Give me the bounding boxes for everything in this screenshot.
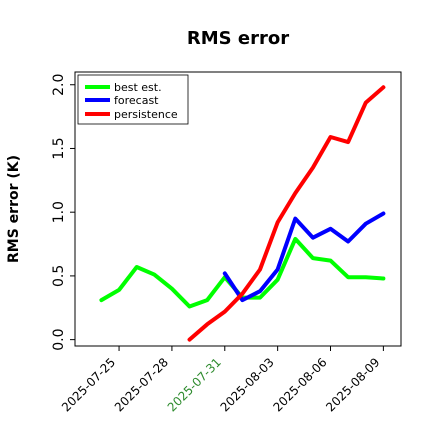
x-tick-label: 2025-07-25 — [59, 355, 118, 414]
y-tick-label: 1.5 — [51, 137, 67, 159]
y-axis-label: RMS error (K) — [6, 155, 22, 263]
x-tick-label: 2025-08-09 — [323, 355, 382, 414]
y-axis: 0.0 0.5 1.0 1.5 2.0 — [51, 74, 75, 351]
legend-label-persistence: persistence — [114, 108, 178, 121]
chart-title: RMS error — [187, 28, 289, 49]
y-tick-label: 2.0 — [51, 74, 67, 96]
plot-area-frame — [74, 71, 402, 347]
series-layer — [99, 85, 386, 342]
x-tick-label: 2025-08-03 — [218, 355, 277, 414]
legend-label-forecast: forecast — [114, 94, 159, 107]
y-tick-label: 1.0 — [51, 201, 67, 223]
y-tick-label: 0.0 — [51, 328, 67, 350]
x-tick-label: 2025-07-31 — [165, 355, 224, 414]
x-tick-label: 2025-08-06 — [270, 355, 329, 414]
legend-label-best-est: best est. — [114, 81, 162, 94]
series-line-persistence — [187, 85, 386, 342]
x-tick-label: 2025-07-28 — [112, 355, 171, 414]
x-axis: 2025-07-252025-07-282025-07-312025-08-03… — [59, 346, 384, 414]
legend: best est. forecast persistence — [77, 74, 189, 125]
y-tick-label: 0.5 — [51, 265, 67, 287]
series-line-forecast — [222, 211, 386, 303]
